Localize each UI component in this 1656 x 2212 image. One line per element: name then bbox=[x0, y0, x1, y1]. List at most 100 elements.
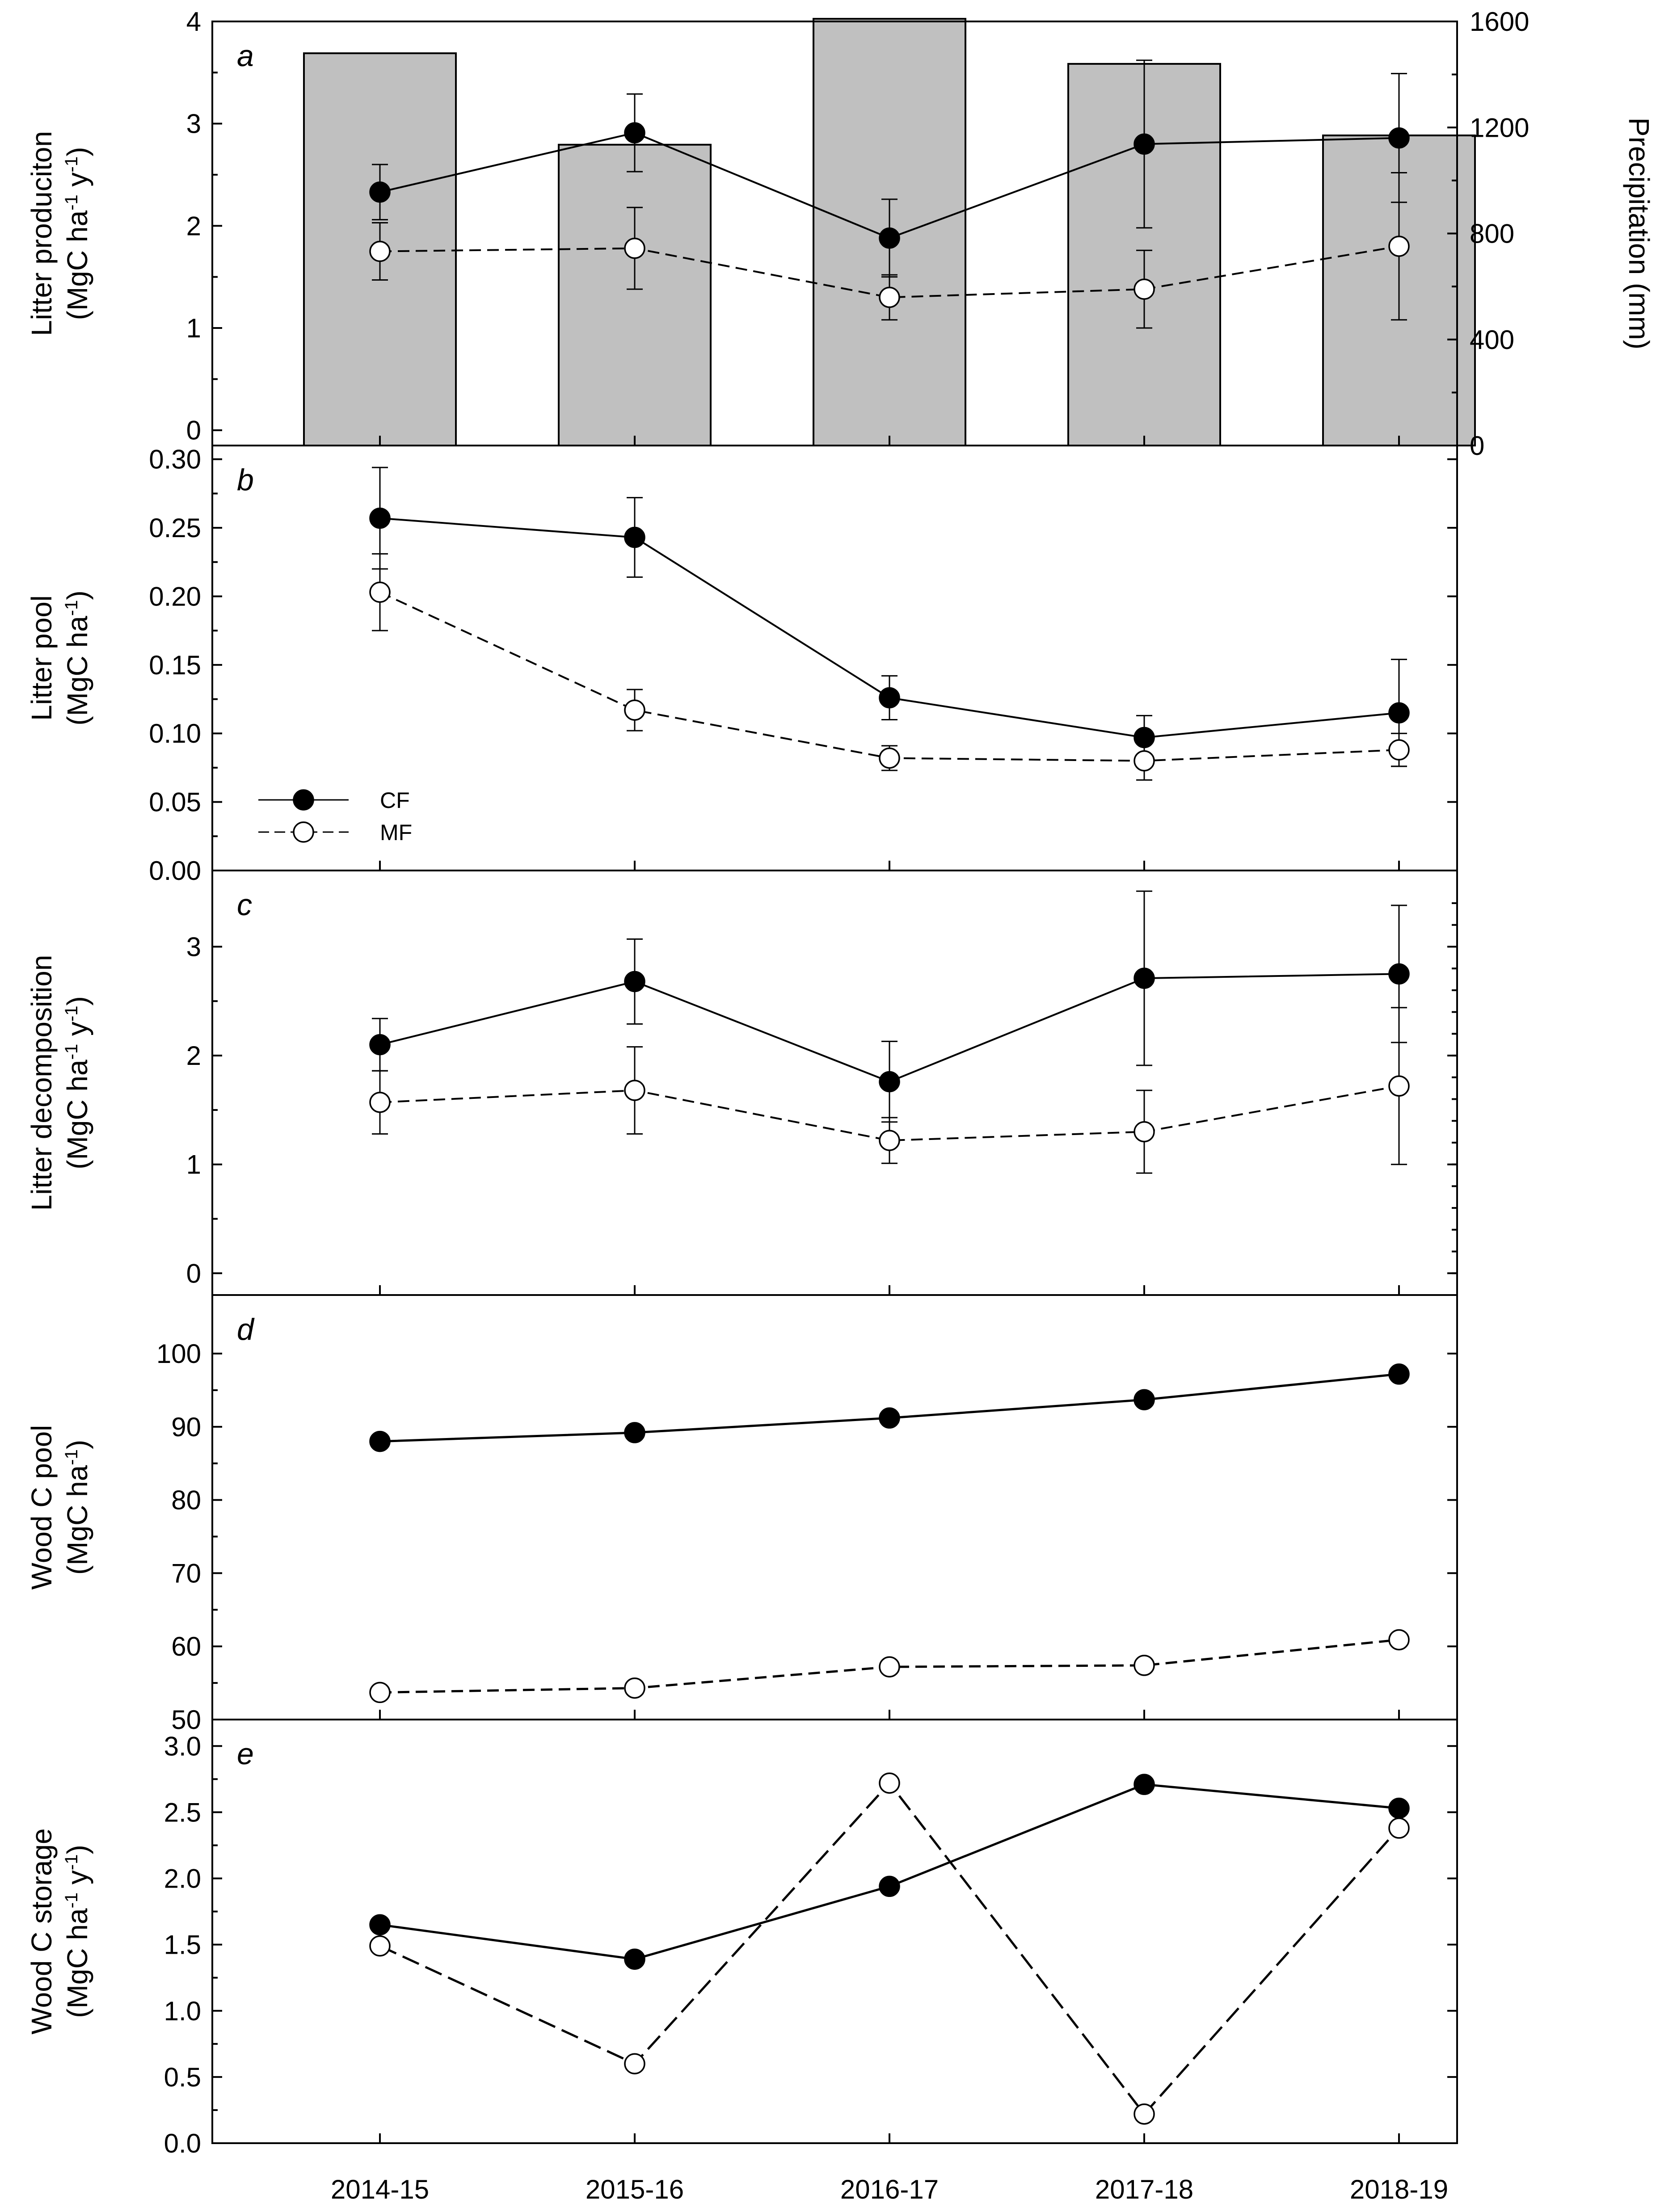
data-point bbox=[624, 122, 645, 144]
y-tick-label: 2 bbox=[186, 1041, 201, 1071]
data-point bbox=[879, 1071, 900, 1093]
y-tick-label: 50 bbox=[171, 1705, 201, 1735]
data-point bbox=[369, 1034, 391, 1056]
y-tick-label: 0.30 bbox=[149, 445, 201, 475]
series-mf bbox=[369, 172, 1410, 329]
data-point bbox=[1388, 1629, 1410, 1651]
y-tick-label: 0.5 bbox=[164, 2062, 201, 2092]
y-tick-label: 1.0 bbox=[164, 1996, 201, 2026]
panel-letter: d bbox=[237, 1312, 255, 1346]
x-tick-label: 2018-19 bbox=[1350, 2174, 1448, 2204]
y-axis-unit-part: -1 bbox=[62, 194, 81, 210]
data-point bbox=[369, 1914, 391, 1935]
y-axis-unit-part: -1 bbox=[62, 1449, 81, 1465]
x-axis: 2014-15 2015-16 2016-17 2017-18 2018-19 bbox=[331, 2174, 1448, 2204]
data-point bbox=[624, 2053, 645, 2074]
panel-b: 0.00 0.05 0.10 0.15 0.20 0.25 0.30 b Litter pool… bbox=[25, 445, 1458, 886]
data-point bbox=[1388, 963, 1410, 985]
series-line bbox=[379, 1781, 1400, 2116]
series-cf bbox=[369, 59, 1410, 278]
data-point bbox=[624, 237, 645, 259]
data-point bbox=[1133, 1774, 1155, 1795]
data-point bbox=[369, 507, 391, 529]
panel-frame bbox=[211, 1294, 1458, 1720]
panel-d: 50 60 70 80 90 100 d Wood C pool (MgC ha-1) bbox=[25, 1294, 1458, 1735]
y-axis-unit-part: ) bbox=[61, 1440, 93, 1449]
data-point bbox=[1388, 1075, 1410, 1097]
data-point bbox=[369, 1430, 391, 1452]
y-axis-unit-part: y bbox=[61, 1022, 93, 1044]
right-y-tick-label: 1200 bbox=[1470, 113, 1529, 143]
legend-marker bbox=[293, 821, 314, 843]
panel-letter: c bbox=[237, 888, 252, 922]
y-tick-label: 0.0 bbox=[164, 2128, 201, 2158]
y-axis-unit-part: ) bbox=[61, 590, 93, 600]
y-axis-unit-part: y bbox=[61, 172, 93, 195]
data-point bbox=[1133, 2103, 1155, 2125]
x-tick-label: 2014-15 bbox=[331, 2174, 429, 2204]
data-point bbox=[1388, 739, 1410, 761]
data-point bbox=[879, 227, 900, 249]
data-point bbox=[879, 1656, 900, 1678]
series-cf bbox=[369, 1774, 1410, 1970]
y-axis-unit-part: (MgC ha bbox=[61, 210, 93, 320]
data-point bbox=[1388, 1817, 1410, 1839]
legend-label: CF bbox=[380, 788, 410, 813]
y-axis-unit-part: ) bbox=[61, 1845, 93, 1854]
data-point bbox=[624, 1422, 645, 1443]
y-tick-label: 0.25 bbox=[149, 513, 201, 543]
y-tick-label: 3 bbox=[186, 932, 201, 962]
data-point bbox=[1133, 750, 1155, 772]
data-point bbox=[624, 971, 645, 992]
series-cf bbox=[369, 890, 1410, 1123]
data-point bbox=[369, 1682, 391, 1703]
y-axis-label: Litter produciton bbox=[25, 131, 58, 336]
y-axis-unit-label: (MgC ha-1 y-1) bbox=[61, 147, 93, 320]
data-point bbox=[369, 581, 391, 603]
y-tick-label: 0.05 bbox=[149, 787, 201, 817]
y-axis-unit-part: (MgC ha bbox=[61, 1465, 93, 1575]
y-axis-unit-label: (MgC ha-1 y-1) bbox=[61, 996, 93, 1169]
x-tick-label: 2015-16 bbox=[586, 2174, 684, 2204]
y-tick-label: 1 bbox=[186, 1150, 201, 1180]
y-axis-unit-part: (MgC ha bbox=[61, 616, 93, 726]
y-axis-unit-part: -1 bbox=[62, 600, 81, 616]
y-tick-label: 2 bbox=[186, 211, 201, 241]
data-point bbox=[1133, 278, 1155, 300]
y-tick-label: 4 bbox=[186, 7, 201, 37]
data-point bbox=[624, 1677, 645, 1699]
data-point bbox=[1388, 702, 1410, 723]
y-tick-label: 1.5 bbox=[164, 1930, 201, 1960]
y-tick-label: 0 bbox=[186, 416, 201, 446]
y-axis-unit-part: y bbox=[61, 1870, 93, 1892]
data-point bbox=[624, 1948, 645, 1970]
data-point bbox=[624, 526, 645, 548]
y-tick-label: 70 bbox=[171, 1558, 201, 1588]
series-line bbox=[379, 1085, 1399, 1142]
y-axis-label: Wood C storage bbox=[25, 1828, 58, 2034]
y-tick-label: 90 bbox=[171, 1412, 201, 1442]
data-point bbox=[369, 240, 391, 262]
series-cf bbox=[369, 467, 1410, 767]
y-tick-label: 2.5 bbox=[164, 1797, 201, 1827]
y-tick-label: 2.0 bbox=[164, 1864, 201, 1894]
legend-marker bbox=[293, 789, 314, 811]
right-y-tick-label: 400 bbox=[1470, 325, 1514, 355]
right-y-tick-label: 800 bbox=[1470, 219, 1514, 249]
right-y-tick-label: 0 bbox=[1470, 431, 1484, 461]
data-point bbox=[1133, 133, 1155, 155]
panel-a: 0 400 800 1200 1600 Precipitation (mm) 0 1 2 3 4 a L… bbox=[25, 7, 1655, 461]
panel-letter: a bbox=[237, 39, 254, 73]
x-tick-label: 2017-18 bbox=[1095, 2174, 1193, 2204]
panel-frame bbox=[211, 1719, 1458, 2144]
series-line bbox=[379, 245, 1399, 299]
series-mf bbox=[369, 1007, 1410, 1174]
y-axis-unit-part: ) bbox=[61, 147, 93, 156]
data-point bbox=[369, 1092, 391, 1113]
y-axis-unit-part: -1 bbox=[62, 1005, 81, 1022]
y-axis-unit-part: -1 bbox=[62, 1044, 81, 1060]
y-axis-unit-label: (MgC ha-1 y-1) bbox=[61, 1845, 93, 2018]
y-tick-label: 0 bbox=[186, 1258, 201, 1288]
data-point bbox=[1388, 1797, 1410, 1819]
panel-letter: b bbox=[237, 463, 254, 497]
